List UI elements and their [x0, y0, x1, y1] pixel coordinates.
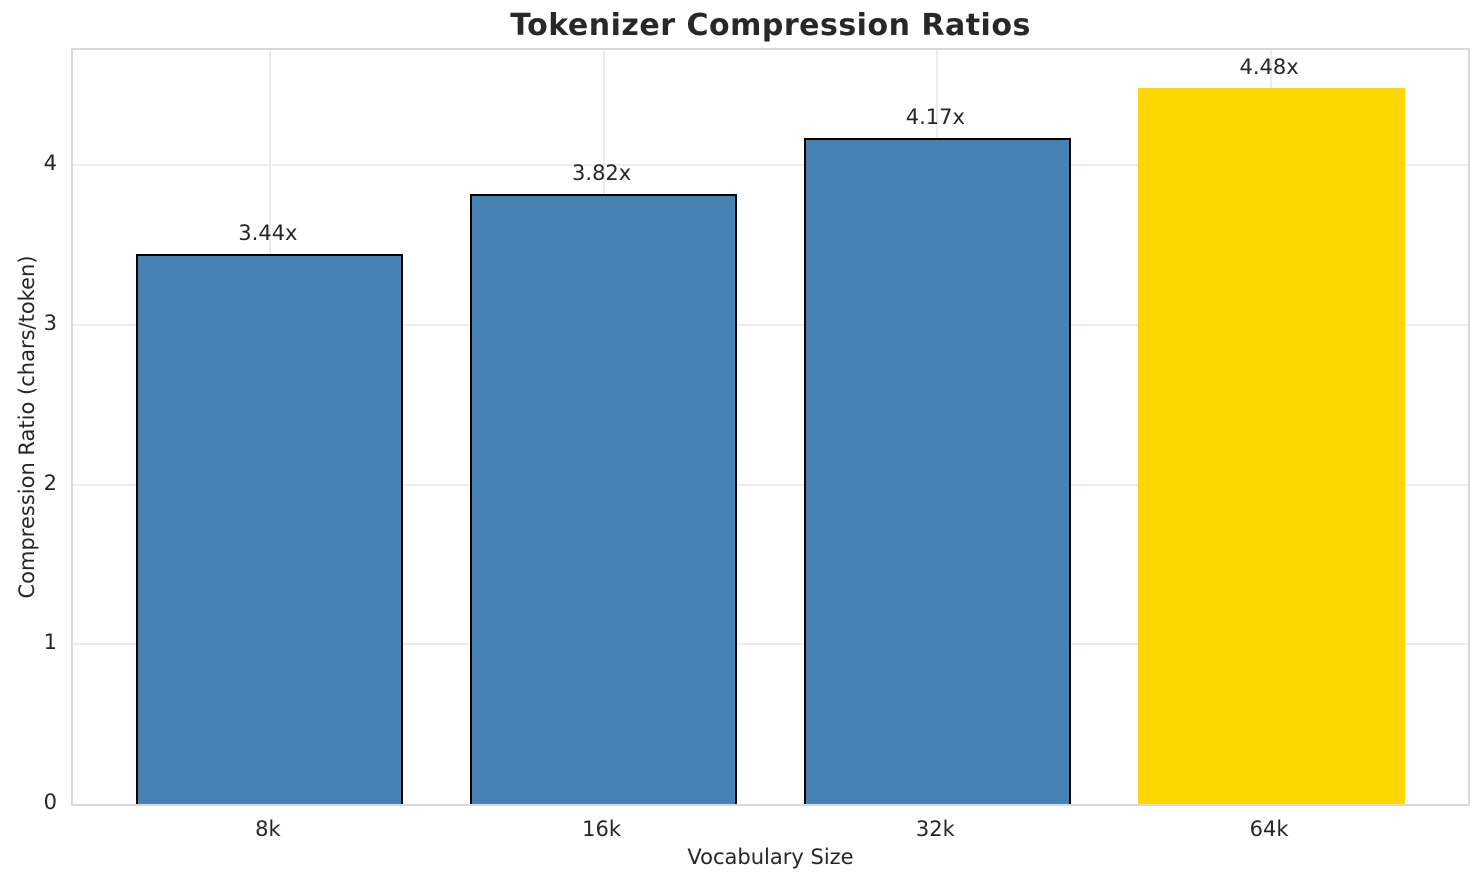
bar-8k — [136, 254, 403, 804]
x-tick-label: 8k — [255, 817, 281, 841]
bar-16k — [470, 194, 737, 804]
x-tick-label: 32k — [915, 817, 955, 841]
bar-32k — [804, 138, 1071, 804]
y-axis-label: Compression Ratio (chars/token) — [15, 255, 39, 599]
y-tick-label: 3 — [43, 310, 57, 335]
bar-value-label: 3.44x — [238, 221, 298, 246]
bar-value-label: 3.82x — [572, 160, 632, 185]
chart-title: Tokenizer Compression Ratios — [510, 8, 1031, 43]
x-tick-label: 16k — [582, 817, 622, 841]
x-axis-label: Vocabulary Size — [687, 845, 854, 869]
y-tick-label: 4 — [43, 151, 57, 176]
bar-value-label: 4.17x — [905, 104, 965, 129]
x-tick-label: 64k — [1249, 817, 1289, 841]
bar-value-label: 4.48x — [1239, 55, 1299, 80]
y-gridline — [73, 164, 1468, 167]
y-gridline — [73, 323, 1468, 326]
y-gridline — [73, 483, 1468, 486]
y-tick-label: 1 — [43, 630, 57, 655]
y-gridline — [73, 643, 1468, 646]
y-tick-label: 0 — [43, 790, 57, 814]
plot-area — [71, 48, 1470, 806]
y-tick-label: 2 — [43, 470, 57, 495]
bar-64k — [1138, 88, 1405, 804]
